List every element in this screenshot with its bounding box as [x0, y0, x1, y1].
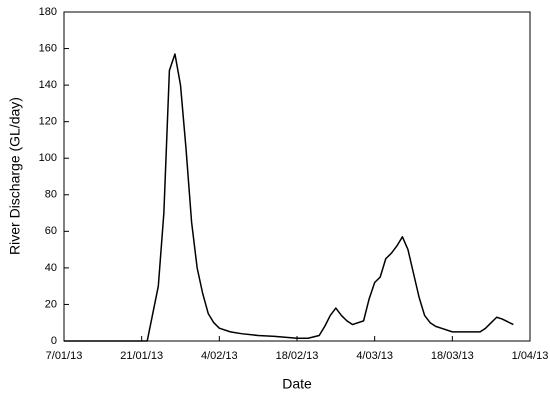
y-tick-label: 140 [39, 79, 57, 91]
y-tick-label: 20 [45, 298, 57, 310]
y-tick-label: 160 [39, 42, 57, 54]
y-tick-label: 120 [39, 116, 57, 128]
y-tick-label: 60 [45, 225, 57, 237]
x-tick-label: 18/02/13 [276, 350, 319, 362]
data-line [64, 53, 514, 342]
y-tick-label: 40 [45, 262, 57, 274]
y-tick-label: 0 [51, 335, 57, 347]
y-tick-label: 80 [45, 189, 57, 201]
x-tick-label: 21/01/13 [120, 350, 163, 362]
x-tick-label: 4/03/13 [356, 350, 393, 362]
x-tick-label: 1/04/13 [512, 350, 549, 362]
y-tick-label: 180 [39, 6, 57, 18]
y-tick-label: 100 [39, 152, 57, 164]
plot-frame [63, 11, 531, 342]
x-tick-label: 7/01/13 [46, 350, 83, 362]
x-axis-title: Date [282, 376, 312, 392]
x-tick-label: 4/02/13 [201, 350, 238, 362]
x-tick-label: 18/03/13 [431, 350, 474, 362]
y-axis-title: River Discharge (GL/day) [7, 97, 23, 255]
